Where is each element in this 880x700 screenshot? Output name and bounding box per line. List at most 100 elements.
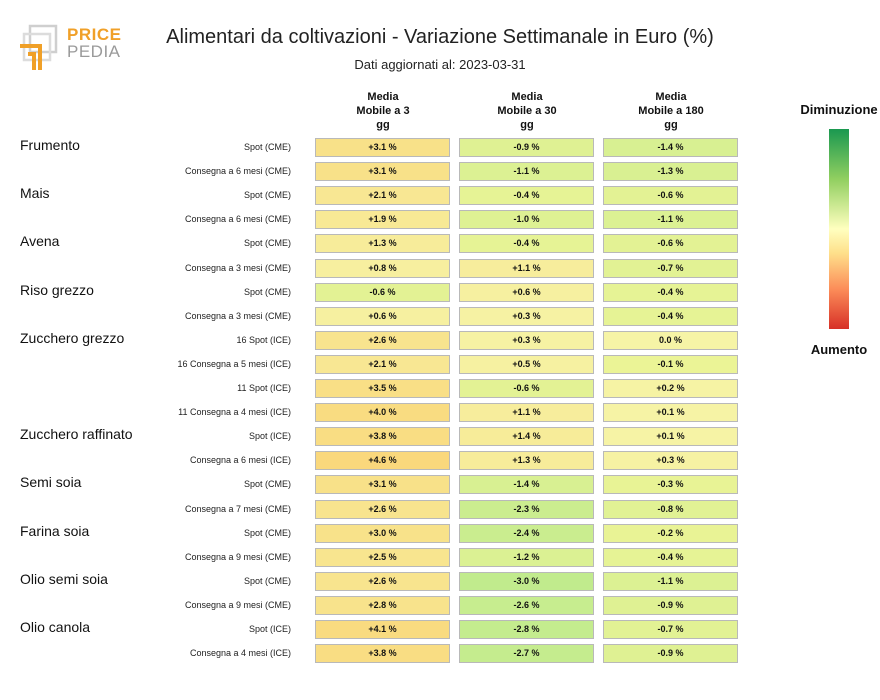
heatmap-cell: +0.3 % bbox=[603, 451, 738, 471]
heatmap-cell: -2.7 % bbox=[459, 644, 594, 664]
logo-line1: PRICE bbox=[67, 25, 122, 44]
heatmap-cell: +2.5 % bbox=[315, 547, 450, 567]
heatmap-cell: -0.9 % bbox=[459, 138, 594, 157]
heatmap-cell: +0.1 % bbox=[603, 427, 738, 447]
row-group-label: Zucchero grezzo bbox=[20, 329, 125, 346]
heatmap-cell: +2.1 % bbox=[315, 186, 450, 206]
heatmap-cell: -0.8 % bbox=[603, 499, 738, 519]
heatmap-cell: -0.9 % bbox=[603, 595, 738, 615]
heatmap-cell: +4.1 % bbox=[315, 620, 450, 639]
heatmap-cell: -0.4 % bbox=[603, 282, 738, 302]
heatmap-cell: +3.0 % bbox=[315, 523, 450, 543]
row-label: 11 Spot (ICE) bbox=[237, 383, 291, 393]
heatmap-cell: -1.1 % bbox=[603, 571, 738, 591]
heatmap-cell: +2.6 % bbox=[315, 499, 450, 519]
heatmap-cell: -1.3 % bbox=[603, 162, 738, 182]
row-label: Spot (CME) bbox=[243, 142, 291, 152]
row-label: 16 Consegna a 5 mesi (ICE) bbox=[177, 358, 291, 369]
heatmap-cell: -1.4 % bbox=[603, 138, 738, 157]
logo-text: PRICE PEDIA bbox=[67, 26, 121, 60]
heatmap-cell: +1.3 % bbox=[459, 451, 594, 471]
heatmap-cell: -0.1 % bbox=[603, 354, 738, 374]
heatmap-cell: -2.4 % bbox=[459, 523, 594, 543]
row-label: Consegna a 4 mesi (ICE) bbox=[189, 648, 291, 659]
heatmap-cell: +0.8 % bbox=[315, 258, 450, 278]
row-group-label: Zucchero raffinato bbox=[20, 426, 133, 443]
row-label: Spot (CME) bbox=[243, 575, 291, 586]
heatmap-cell: -0.3 % bbox=[603, 475, 738, 495]
column-header-line: Mobile a 180 bbox=[638, 105, 704, 117]
heatmap-cell: +3.8 % bbox=[315, 644, 450, 664]
heatmap-cell: +3.1 % bbox=[315, 475, 450, 495]
logo-line2: PEDIA bbox=[67, 42, 121, 61]
heatmap-cell: +4.0 % bbox=[315, 403, 450, 423]
heatmap-cell: +2.6 % bbox=[315, 571, 450, 591]
row-label: Spot (CME) bbox=[243, 190, 291, 201]
heatmap-cell: 0.0 % bbox=[603, 330, 738, 350]
heatmap-cell: -2.3 % bbox=[459, 499, 594, 519]
column-header-line: Mobile a 3 bbox=[356, 105, 410, 117]
heatmap-cell: -0.6 % bbox=[603, 234, 738, 254]
heatmap-cell: +3.1 % bbox=[315, 162, 450, 182]
row-label: Consegna a 6 mesi (CME) bbox=[184, 214, 291, 225]
logo-mark-icon bbox=[20, 24, 58, 70]
row-group-label: Semi soia bbox=[20, 474, 82, 491]
row-label: Consegna a 9 mesi (CME) bbox=[184, 551, 291, 562]
row-group-label: Frumento bbox=[20, 137, 80, 153]
row-label: Spot (CME) bbox=[243, 238, 291, 249]
heatmap-cell: +0.3 % bbox=[459, 330, 594, 350]
legend-top-label: Diminuzione bbox=[800, 102, 878, 117]
heatmap-cell: -0.4 % bbox=[459, 186, 594, 206]
heatmap-cell: -1.2 % bbox=[459, 547, 594, 567]
row-label: Spot (CME) bbox=[243, 286, 291, 297]
chart-title: Alimentari da coltivazioni - Variazione … bbox=[166, 26, 714, 48]
heatmap-cell: +2.6 % bbox=[315, 330, 450, 350]
heatmap-cell: -0.7 % bbox=[603, 620, 738, 639]
row-label: Consegna a 7 mesi (CME) bbox=[184, 503, 291, 514]
column-header-line: gg bbox=[664, 119, 678, 131]
row-label: Consegna a 3 mesi (CME) bbox=[184, 310, 291, 321]
heatmap-cell: -2.6 % bbox=[459, 595, 594, 615]
heatmap-cell: +0.2 % bbox=[603, 379, 738, 398]
row-label: Spot (ICE) bbox=[248, 431, 291, 442]
row-group-label: Farina soia bbox=[20, 522, 90, 539]
chart-subtitle: Dati aggiornati al: 2023-03-31 bbox=[354, 57, 526, 72]
heatmap-cell: +0.6 % bbox=[315, 306, 450, 326]
heatmap-cell: -3.0 % bbox=[459, 571, 594, 591]
heatmap-cell: +1.3 % bbox=[315, 234, 450, 254]
row-label: 16 Spot (ICE) bbox=[236, 334, 291, 345]
heatmap-cell: +0.1 % bbox=[603, 403, 738, 423]
row-group-label: Avena bbox=[20, 233, 60, 250]
column-header-line: Mobile a 30 bbox=[497, 105, 557, 117]
heatmap-cell: -0.6 % bbox=[603, 186, 738, 206]
row-label: Consegna a 6 mesi (CME) bbox=[184, 166, 291, 177]
heatmap-cell: -0.9 % bbox=[603, 644, 738, 664]
row-label: 11 Consegna a 4 mesi (ICE) bbox=[178, 407, 291, 418]
column-header-1: Media Mobile a 3 gg bbox=[315, 90, 451, 132]
column-header-line: Media bbox=[367, 91, 399, 103]
legend-color-bar bbox=[829, 129, 849, 329]
column-header-3: Media Mobile a 180 gg bbox=[603, 90, 739, 132]
heatmap-cell: -2.8 % bbox=[459, 620, 594, 639]
heatmap-cell: -0.4 % bbox=[459, 234, 594, 254]
heatmap-cell: +3.1 % bbox=[315, 138, 450, 157]
row-label: Consegna a 6 mesi (ICE) bbox=[189, 455, 291, 466]
heatmap-cell: +1.1 % bbox=[459, 403, 594, 423]
row-label: Spot (CME) bbox=[243, 479, 291, 490]
row-group-label: Mais bbox=[20, 185, 50, 202]
heatmap-cell: -0.6 % bbox=[315, 282, 450, 302]
heatmap-cell: -0.4 % bbox=[603, 547, 738, 567]
heatmap-cell: +0.3 % bbox=[459, 306, 594, 326]
row-label: Consegna a 9 mesi (CME) bbox=[184, 599, 291, 610]
heatmap-cell: -0.4 % bbox=[603, 306, 738, 326]
heatmap-cell: -1.1 % bbox=[459, 162, 594, 182]
row-label: Spot (ICE) bbox=[248, 624, 291, 634]
heatmap-cell: -1.0 % bbox=[459, 210, 594, 230]
heatmap-cell: +4.6 % bbox=[315, 451, 450, 471]
heatmap-cell: -0.6 % bbox=[459, 379, 594, 398]
row-group-label: Olio canola bbox=[20, 619, 91, 635]
column-header-line: Media bbox=[511, 91, 543, 103]
heatmap-cell: +2.8 % bbox=[315, 595, 450, 615]
heatmap-cell: +1.1 % bbox=[459, 258, 594, 278]
column-header-line: Media bbox=[655, 91, 687, 103]
